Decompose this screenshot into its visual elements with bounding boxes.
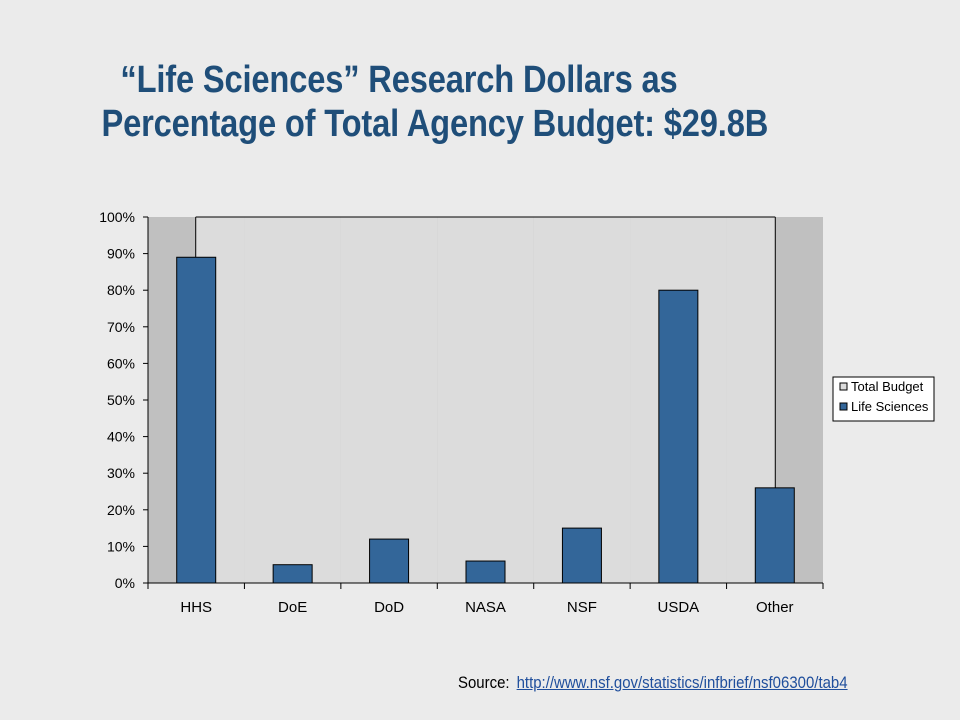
legend-swatch-1 (839, 402, 848, 411)
y-tick-label-9: 90% (107, 246, 135, 262)
legend-box (832, 376, 935, 422)
x-tick-label-hhs: HHS (180, 599, 212, 616)
y-tick-label-8: 80% (107, 282, 135, 298)
y-tick-label-1: 10% (107, 538, 135, 554)
x-tick-label-nsf: NSF (567, 599, 597, 616)
y-tick-label-10: 100% (99, 209, 135, 225)
chart-title-line-1: “Life Sciences” Research Dollars as (120, 59, 678, 101)
life-sciences-bar-other (754, 487, 795, 584)
y-tick-label-0: 0% (115, 575, 135, 591)
total-budget-bar-doe (244, 217, 341, 583)
life-sciences-bar-doe (272, 564, 313, 584)
x-tick-label-nasa: NASA (465, 599, 506, 616)
life-sciences-bar-nsf (561, 527, 602, 584)
y-tick-label-7: 70% (107, 319, 135, 335)
y-tick-label-3: 30% (107, 465, 135, 481)
life-sciences-bar-dod (369, 538, 410, 584)
chart-title-line-2: Percentage of Total Agency Budget: $29.8… (101, 103, 769, 145)
source-citation: Source: http://www.nsf.gov/statistics/inf… (458, 673, 848, 693)
chart-title: “Life Sciences” Research Dollars as Perc… (0, 58, 826, 146)
total-budget-bar-nasa (437, 217, 534, 583)
life-sciences-bar-hhs (176, 256, 217, 584)
x-tick-label-other: Other (756, 599, 794, 616)
life-sciences-bar-usda (658, 289, 699, 584)
legend-swatch-0 (839, 382, 848, 391)
x-tick-label-usda: USDA (658, 599, 700, 616)
total-budget-bar-dod (340, 217, 438, 583)
y-tick-label-2: 20% (107, 502, 135, 518)
y-tick-label-5: 50% (107, 392, 135, 408)
life-sciences-bar-nasa (465, 560, 506, 584)
source-link[interactable]: http://www.nsf.gov/statistics/infbrief/n… (516, 673, 848, 692)
source-label: Source: (458, 673, 510, 692)
legend-label-0: Total Budget (851, 379, 924, 394)
total-budget-bar-nsf (533, 217, 631, 583)
y-tick-label-6: 60% (107, 355, 135, 371)
y-tick-label-4: 40% (107, 429, 135, 445)
x-tick-label-doe: DoE (278, 599, 307, 616)
x-tick-label-dod: DoD (374, 599, 404, 616)
legend-label-1: Life Sciences (851, 399, 929, 414)
